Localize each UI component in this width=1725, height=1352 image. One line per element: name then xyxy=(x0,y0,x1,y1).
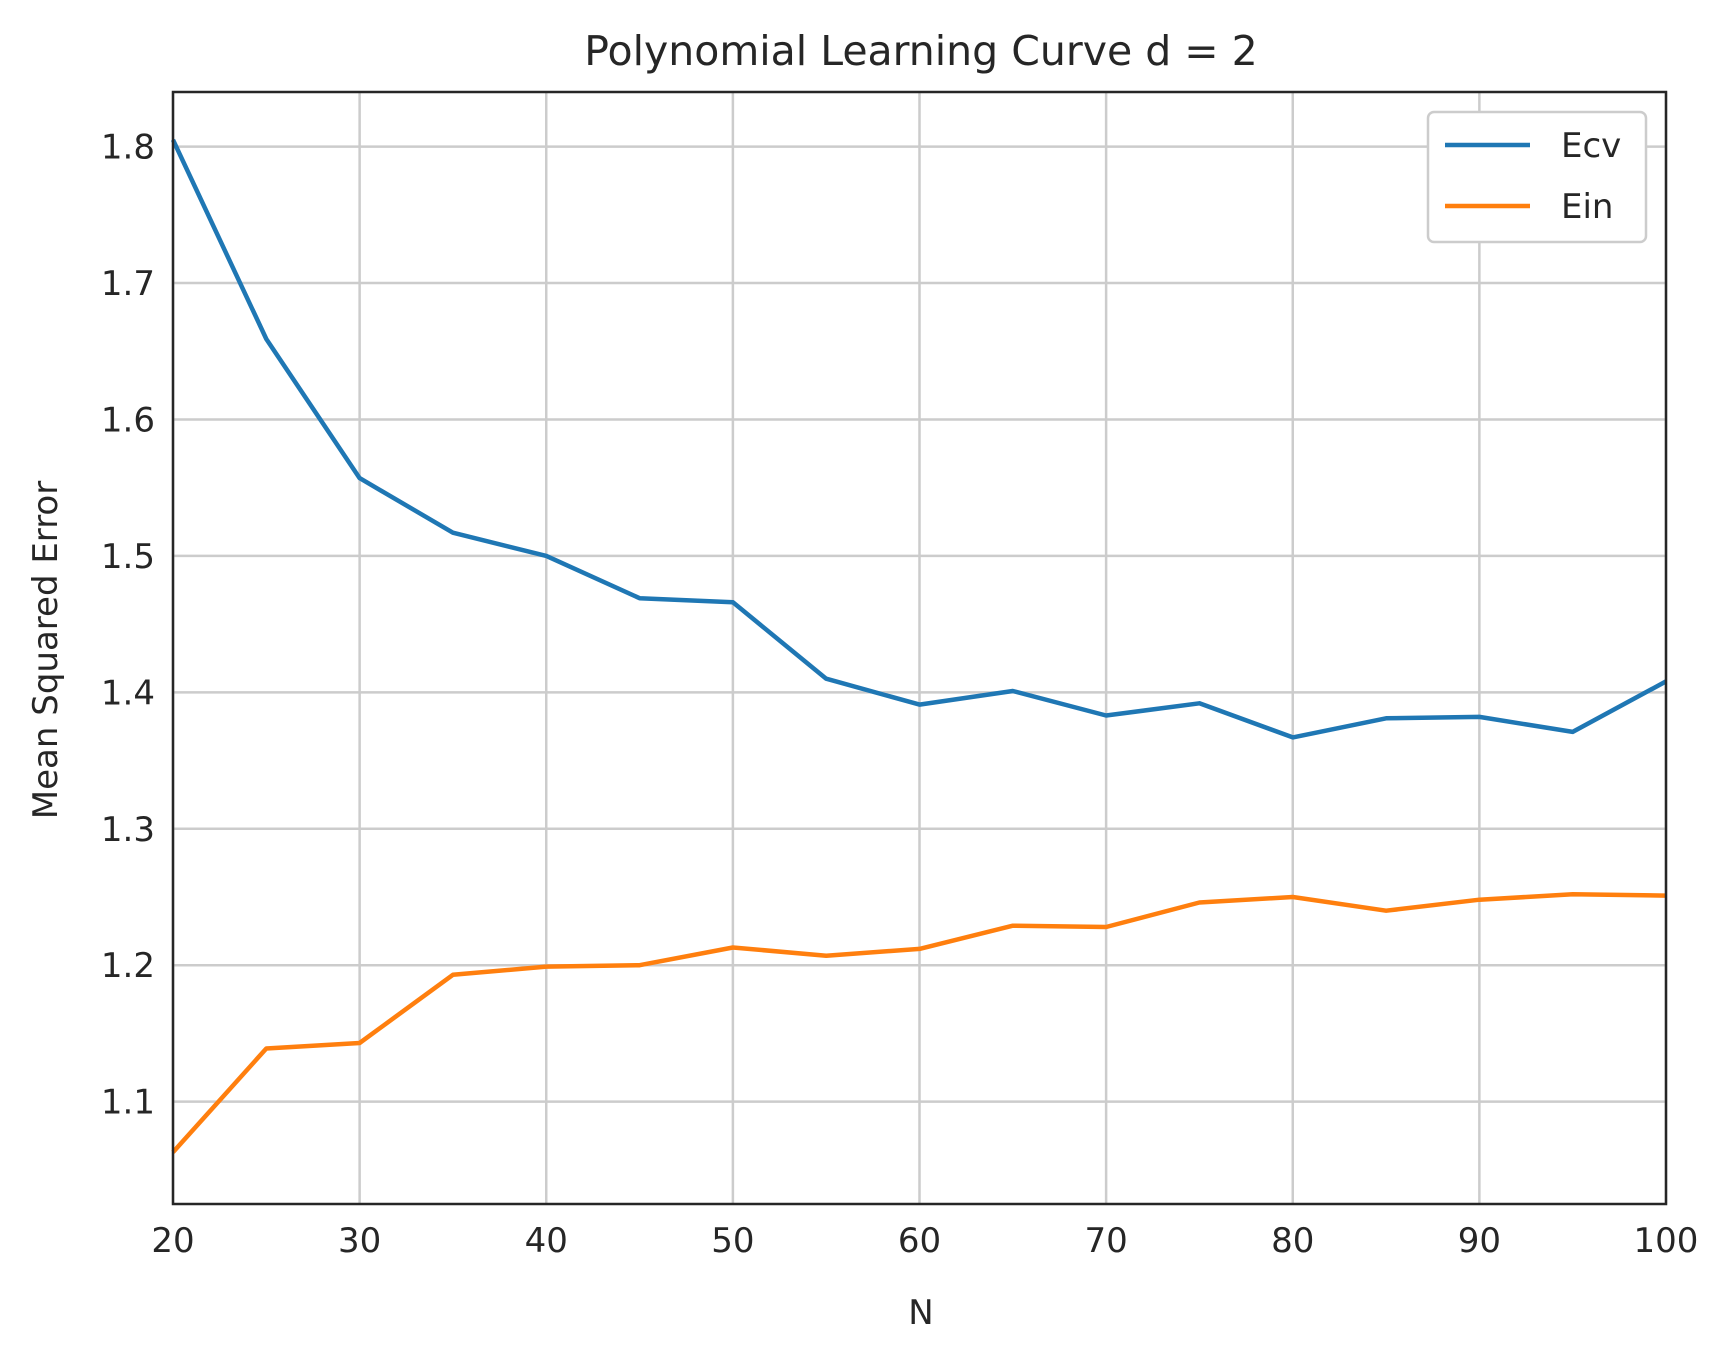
x-tick-label: 90 xyxy=(1458,1221,1501,1261)
y-tick-label: 1.8 xyxy=(101,128,155,168)
x-tick-label: 50 xyxy=(711,1221,754,1261)
series-line-ecv xyxy=(170,138,1668,740)
y-tick-label: 1.4 xyxy=(101,673,155,713)
legend: Ecv Ein xyxy=(1426,110,1648,244)
y-axis-title: Mean Squared Error xyxy=(26,481,66,819)
plot-frame xyxy=(171,90,1668,1206)
x-axis-title: N xyxy=(908,1293,933,1333)
y-tick-label: 1.6 xyxy=(101,400,155,440)
legend-label-ecv: Ecv xyxy=(1561,126,1621,166)
y-tick-label: 1.2 xyxy=(101,946,155,986)
x-tick-label: 40 xyxy=(525,1221,568,1261)
y-tick-label: 1.7 xyxy=(101,264,155,304)
chart-title: Polynomial Learning Curve d = 2 xyxy=(584,27,1258,75)
x-tick-label: 100 xyxy=(1634,1221,1699,1261)
x-tick-label: 80 xyxy=(1271,1221,1314,1261)
series-line-ein xyxy=(171,892,1667,1154)
y-tick-label: 1.1 xyxy=(101,1083,155,1123)
x-tick-label: 70 xyxy=(1084,1221,1127,1261)
x-tick-label: 60 xyxy=(898,1221,941,1261)
y-tick-label: 1.5 xyxy=(101,537,155,577)
legend-label-ein: Ein xyxy=(1561,187,1613,227)
tick-labels: 20 30 40 50 60 70 80 90 100 1.1 1.2 1.3 1.4 1.5 1.6 1.7… xyxy=(101,128,1699,1261)
series-lines xyxy=(170,138,1668,1154)
x-tick-label: 30 xyxy=(338,1221,381,1261)
x-tick-label: 20 xyxy=(151,1221,194,1261)
y-tick-label: 1.3 xyxy=(101,810,155,850)
